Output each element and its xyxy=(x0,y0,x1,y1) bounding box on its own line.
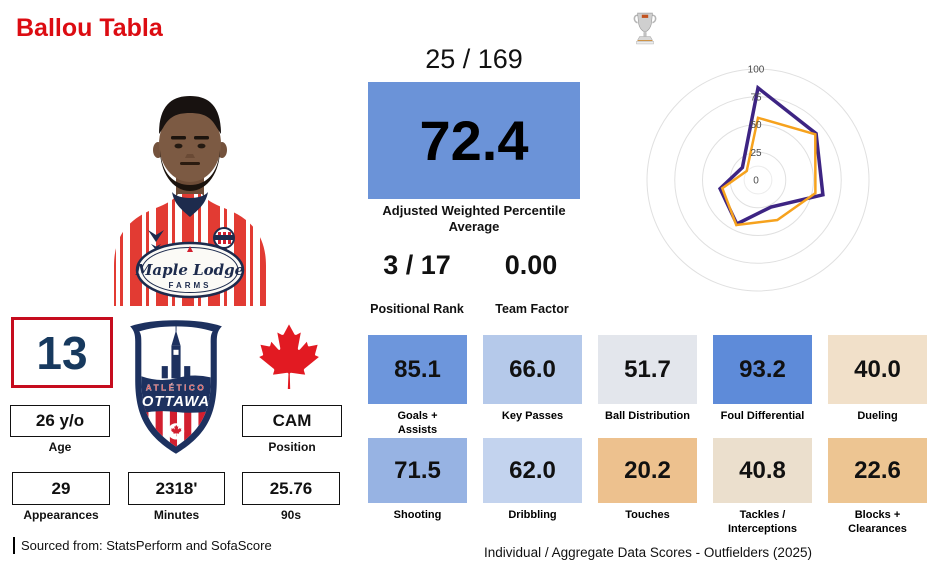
stat-label: Touches xyxy=(625,509,670,521)
stat-cell: 93.2 Foul Differential xyxy=(713,335,812,424)
atletico-ottawa-crest: ATLÉTICO OTTAWA xyxy=(130,320,222,454)
dataset-caption: Individual / Aggregate Data Scores - Out… xyxy=(484,545,812,560)
crest-club-text: ATLÉTICO xyxy=(146,382,207,393)
team-factor-label: Team Factor xyxy=(495,302,569,316)
position-box: CAM xyxy=(242,405,342,437)
positional-rank: 3 / 17 xyxy=(383,250,451,280)
stat-value: 22.6 xyxy=(854,456,901,484)
stat-label: Dueling xyxy=(857,410,898,422)
radar-tick-label: 75 xyxy=(750,92,762,103)
stat-label: Key Passes xyxy=(501,410,564,422)
chest-crest-icon xyxy=(213,227,235,249)
stat-label: Goals + Assists xyxy=(397,410,438,436)
stat-cell: 62.0 Dribbling xyxy=(483,438,582,523)
sponsor-name-text: Maple Lodge xyxy=(135,261,244,279)
shirt-number-box: 13 xyxy=(11,317,113,388)
crest-tower xyxy=(161,323,191,379)
stat-value: 40.0 xyxy=(854,355,901,383)
radar-tick-label: 100 xyxy=(748,65,765,76)
stat-score-box: 40.8 xyxy=(713,438,812,503)
stat-label: Foul Differential xyxy=(720,410,805,422)
stat-score-box: 66.0 xyxy=(483,335,582,404)
awpa-label: Adjusted Weighted Percentile Average xyxy=(382,203,566,234)
canada-maple-leaf-icon xyxy=(259,324,319,389)
page-title: Ballou Tabla xyxy=(16,14,163,42)
sponsor-sub-text: FARMS xyxy=(169,281,212,290)
minutes-box: 2318' xyxy=(128,472,225,505)
nineties-label: 90s xyxy=(280,508,302,522)
jersey-collar xyxy=(172,192,208,217)
stat-score-box: 93.2 xyxy=(713,335,812,404)
stat-cell: 40.8 Tackles / Interceptions xyxy=(713,438,812,537)
stat-score-box: 20.2 xyxy=(598,438,697,503)
stat-value: 40.8 xyxy=(739,456,786,484)
stat-cell: 20.2 Touches xyxy=(598,438,697,523)
team-factor: 0.00 xyxy=(504,250,558,280)
stat-cell: 22.6 Blocks + Clearances xyxy=(828,438,927,537)
source-note: Sourced from: StatsPerform and SofaScore xyxy=(13,537,272,554)
stat-value: 51.7 xyxy=(624,355,671,383)
appearances-box: 29 xyxy=(12,472,110,505)
stat-value: 20.2 xyxy=(624,456,671,484)
stat-label: Ball Distribution xyxy=(605,410,690,422)
stat-score-box: 71.5 xyxy=(368,438,467,503)
crest-maple-leaf xyxy=(170,424,182,437)
radar-chart: 0 25 50 75 100 xyxy=(646,65,870,292)
crest-city-text: OTTAWA xyxy=(142,394,210,410)
stat-score-box: 62.0 xyxy=(483,438,582,503)
minutes-label: Minutes xyxy=(153,508,200,522)
stat-score-box: 51.7 xyxy=(598,335,697,404)
stat-value: 71.5 xyxy=(394,456,441,484)
stat-value: 62.0 xyxy=(509,456,556,484)
stat-scores-grid: 85.1 Goals + Assists 66.0 Key Passes 51.7 Ball… xyxy=(368,335,931,545)
player-head xyxy=(153,96,227,191)
age-label: Age xyxy=(48,440,72,454)
stat-value: 85.1 xyxy=(394,355,441,383)
stat-label: Dribbling xyxy=(508,509,557,521)
awpa-score-box: 72.4 xyxy=(368,82,580,199)
stat-cell: 85.1 Goals + Assists xyxy=(368,335,467,438)
stat-cell: 51.7 Ball Distribution xyxy=(598,335,697,424)
stat-label: Tackles / Interceptions xyxy=(727,509,798,535)
radar-tick-label: 25 xyxy=(750,148,762,159)
appearances-label: Appearances xyxy=(23,508,99,522)
stat-score-box: 85.1 xyxy=(368,335,467,404)
sponsor-logo: Maple Lodge FARMS xyxy=(135,241,245,299)
positional-rank-label: Positional Rank xyxy=(370,302,464,316)
stat-cell: 71.5 Shooting xyxy=(368,438,467,523)
player-portrait: Maple Lodge FARMS xyxy=(114,96,266,306)
overall-rank: 25 / 169 xyxy=(425,44,523,74)
stat-score-box: 22.6 xyxy=(828,438,927,503)
radar-tick-label: 50 xyxy=(750,120,762,131)
trophy-icon xyxy=(633,12,657,45)
stat-label: Shooting xyxy=(393,509,442,521)
stat-cell: 40.0 Dueling xyxy=(828,335,927,424)
age-box: 26 y/o xyxy=(10,405,110,437)
radar-tick-label: 0 xyxy=(753,176,759,187)
kit-maker-icon xyxy=(148,230,164,250)
stat-value: 66.0 xyxy=(509,355,556,383)
position-label: Position xyxy=(268,440,316,454)
nineties-box: 25.76 xyxy=(242,472,340,505)
stat-value: 93.2 xyxy=(739,355,786,383)
stat-score-box: 40.0 xyxy=(828,335,927,404)
awpa-value: 72.4 xyxy=(419,109,529,172)
stat-label: Blocks + Clearances xyxy=(848,509,907,535)
stat-cell: 66.0 Key Passes xyxy=(483,335,582,424)
shirt-number: 13 xyxy=(36,326,88,379)
